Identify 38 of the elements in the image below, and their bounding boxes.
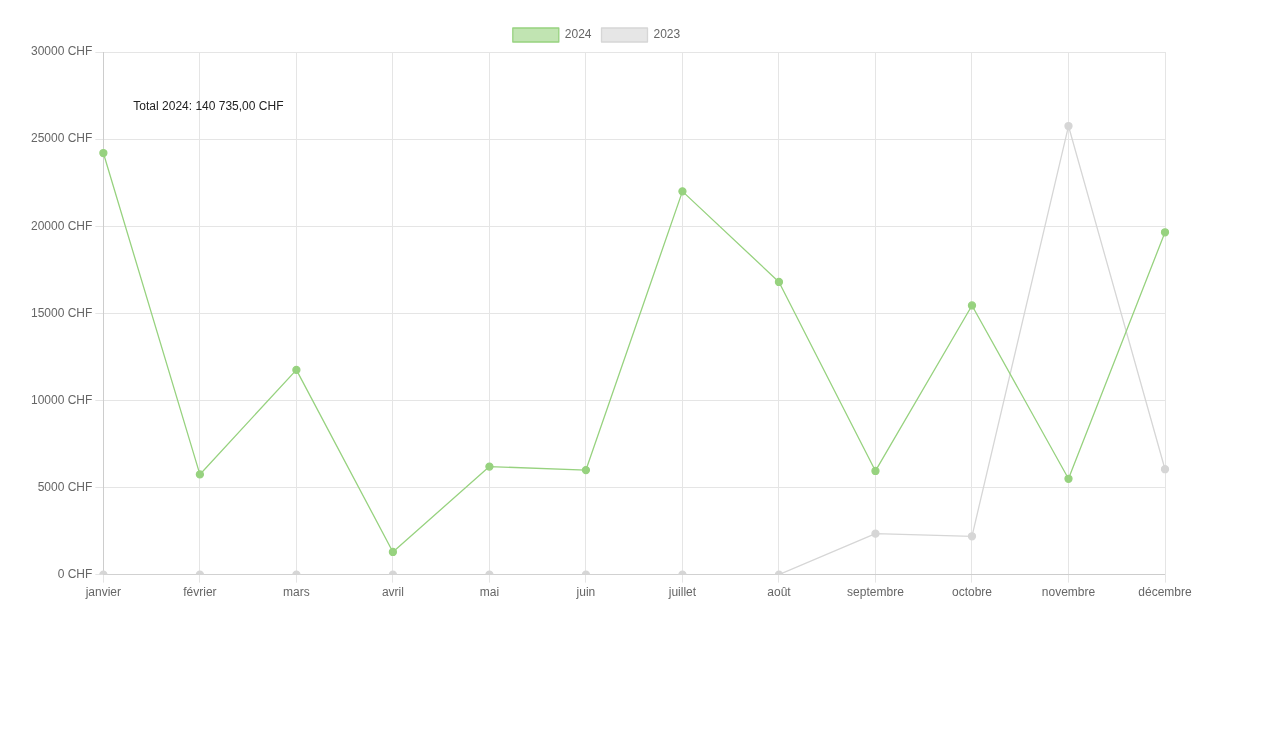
y-tick-label: 0 CHF — [57, 566, 93, 581]
x-tick-label: janvier — [84, 585, 122, 600]
x-tick-label: septembre — [847, 585, 905, 600]
point — [967, 301, 977, 310]
y-tick-label: 30000 CHF — [30, 44, 93, 59]
legend-label: 2023 — [653, 27, 681, 42]
point — [195, 470, 205, 479]
x-tick-label: février — [183, 585, 217, 600]
point — [1160, 228, 1170, 237]
x-tick-label: mars — [283, 585, 310, 600]
legend-label: 2024 — [564, 27, 592, 42]
y-tick-label: 25000 CHF — [30, 131, 93, 146]
point — [774, 277, 784, 287]
y-tick-label: 10000 CHF — [30, 392, 93, 407]
point — [581, 465, 591, 475]
x-tick-label: juillet — [667, 585, 697, 600]
x-tick-label: août — [767, 585, 792, 600]
x-tick-label: mai — [479, 585, 500, 600]
point — [1160, 465, 1170, 474]
point — [967, 532, 977, 541]
y-tick-label: 5000 CHF — [37, 479, 93, 494]
point — [388, 547, 398, 557]
x-tick-label: avril — [381, 585, 404, 600]
x-tick-label: juin — [575, 585, 596, 600]
point — [1064, 474, 1073, 483]
x-tick-label: octobre — [951, 585, 993, 600]
x-tick-label: novembre — [1041, 585, 1096, 600]
point — [292, 365, 301, 375]
x-tick-label: décembre — [1138, 585, 1192, 600]
annotation: Total 2024: 140 735,00 CHF — [133, 99, 284, 114]
y-tick-label: 15000 CHF — [30, 305, 93, 320]
point — [99, 148, 108, 158]
point — [678, 187, 687, 196]
point — [871, 529, 880, 538]
point — [485, 462, 494, 471]
point — [1064, 121, 1073, 131]
y-tick-label: 20000 CHF — [30, 218, 93, 233]
point — [871, 466, 880, 476]
